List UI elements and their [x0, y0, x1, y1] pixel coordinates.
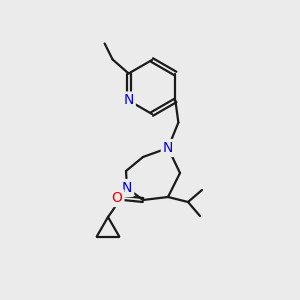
- Text: N: N: [123, 94, 134, 107]
- Text: N: N: [122, 181, 132, 195]
- Text: O: O: [112, 191, 122, 205]
- Text: N: N: [163, 141, 173, 155]
